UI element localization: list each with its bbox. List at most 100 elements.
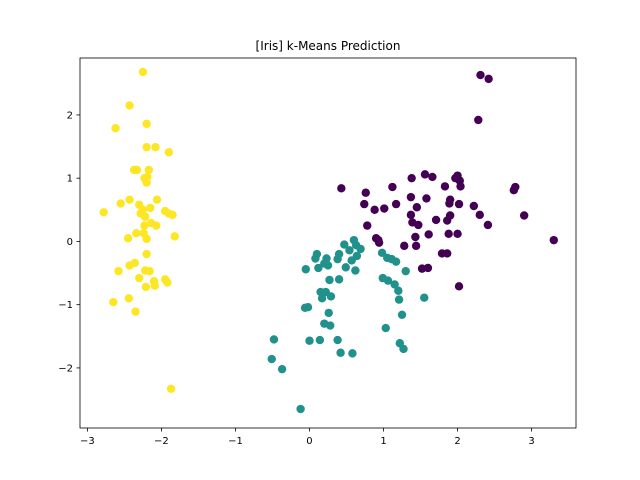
data-point-cluster-2-31 [442,216,452,225]
data-point-cluster-1-17 [351,266,360,275]
data-point-cluster-1-20 [377,248,387,257]
data-point-cluster-2-29 [406,210,416,220]
data-point-cluster-0-17 [99,208,108,217]
data-point-cluster-2-44 [400,241,409,251]
data-point-cluster-1-29 [394,295,404,304]
data-point-cluster-2-2 [474,115,483,125]
data-point-cluster-1-16 [301,265,310,274]
data-point-cluster-1-28 [394,286,403,295]
data-point-cluster-0-48 [166,384,176,393]
y-tick-label: −2 [58,363,73,374]
data-point-cluster-0-35 [125,261,134,270]
data-point-cluster-2-27 [475,210,484,220]
data-point-cluster-1-47 [269,335,279,344]
data-point-cluster-2-37 [424,230,433,239]
data-point-cluster-1-40 [303,303,313,312]
data-point-cluster-1-50 [267,354,276,364]
data-point-cluster-0-8 [132,165,142,175]
data-point-cluster-0-24 [140,212,150,221]
data-point-cluster-2-11 [388,182,397,192]
data-point-cluster-2-3 [420,170,430,179]
y-tick-label: 2 [67,110,73,121]
data-point-cluster-1-51 [277,364,287,374]
data-point-cluster-2-45 [411,241,421,251]
data-point-cluster-2-20 [454,199,464,209]
data-point-cluster-0-4 [142,142,151,152]
data-point-cluster-2-10 [456,182,465,191]
data-point-cluster-0-0 [138,67,148,77]
data-point-cluster-0-33 [142,249,151,259]
data-point-cluster-1-52 [296,404,305,414]
data-point-cluster-2-9 [440,182,450,191]
data-point-cluster-2-24 [412,203,422,212]
data-point-cluster-1-37 [326,292,336,301]
x-tick-label: 3 [528,436,534,447]
data-point-cluster-2-17 [422,194,431,203]
chart-title: [Iris] k-Means Prediction [256,39,401,53]
data-points [99,67,558,414]
data-point-cluster-2-43 [374,238,384,247]
data-point-cluster-1-8 [347,256,356,265]
data-point-cluster-2-5 [407,173,416,183]
y-tick-label: 1 [67,174,73,185]
data-point-cluster-0-42 [163,278,172,287]
data-point-cluster-2-38 [444,229,453,239]
data-point-cluster-0-26 [140,221,149,230]
data-point-cluster-2-0 [476,70,485,80]
data-point-cluster-0-3 [142,119,151,128]
data-point-cluster-1-34 [399,344,408,354]
plot-area-frame [79,57,577,429]
data-point-cluster-1-32 [381,323,390,333]
x-tick-label: −1 [228,436,243,447]
data-point-cluster-2-28 [519,211,529,220]
x-tick-label: 1 [380,436,386,447]
data-point-cluster-0-9 [144,165,154,175]
data-point-cluster-1-7 [333,254,342,264]
data-point-cluster-0-14 [116,199,125,208]
data-point-cluster-2-26 [380,204,389,213]
data-point-cluster-0-37 [114,266,123,276]
data-point-cluster-1-13 [323,261,333,270]
data-point-cluster-1-27 [390,280,399,289]
data-point-cluster-1-49 [348,349,357,358]
data-point-cluster-0-46 [109,297,118,307]
x-tick-label: −2 [154,436,169,447]
data-point-cluster-2-22 [360,199,369,209]
data-point-cluster-2-32 [431,215,441,225]
data-point-cluster-1-30 [420,293,429,302]
data-point-cluster-0-23 [168,210,177,220]
data-point-cluster-1-14 [314,263,323,273]
data-point-cluster-2-25 [370,205,379,214]
data-point-cluster-1-43 [326,321,335,330]
data-point-cluster-1-41 [324,308,333,318]
data-point-cluster-2-51 [454,282,464,291]
data-point-cluster-1-10 [311,254,320,263]
data-point-cluster-2-4 [428,172,437,182]
data-point-cluster-1-18 [325,275,334,285]
data-point-cluster-2-14 [511,182,520,192]
data-point-cluster-0-44 [150,281,159,290]
data-point-cluster-0-31 [142,234,151,244]
x-tick-label: −3 [80,436,95,447]
data-point-cluster-0-12 [142,178,151,187]
data-point-cluster-2-1 [484,74,493,84]
data-point-cluster-2-23 [391,199,401,209]
data-point-cluster-2-40 [411,232,420,242]
data-point-cluster-1-19 [334,275,344,284]
data-point-cluster-1-44 [333,335,342,345]
data-point-cluster-0-38 [145,266,154,276]
data-point-cluster-1-0 [340,240,349,249]
data-point-cluster-2-48 [442,249,452,258]
data-point-cluster-0-27 [152,221,161,230]
data-point-cluster-1-26 [383,276,393,285]
data-point-cluster-2-19 [445,199,454,208]
y-axis: −2 −1 0 1 2 [58,110,80,374]
data-point-cluster-2-12 [337,184,346,193]
data-point-cluster-2-15 [361,188,370,197]
data-point-cluster-2-16 [406,192,416,202]
data-point-cluster-1-4 [356,244,365,254]
x-tick-label: 0 [306,436,312,447]
data-point-cluster-2-36 [363,221,372,230]
y-tick-label: 0 [67,237,73,248]
